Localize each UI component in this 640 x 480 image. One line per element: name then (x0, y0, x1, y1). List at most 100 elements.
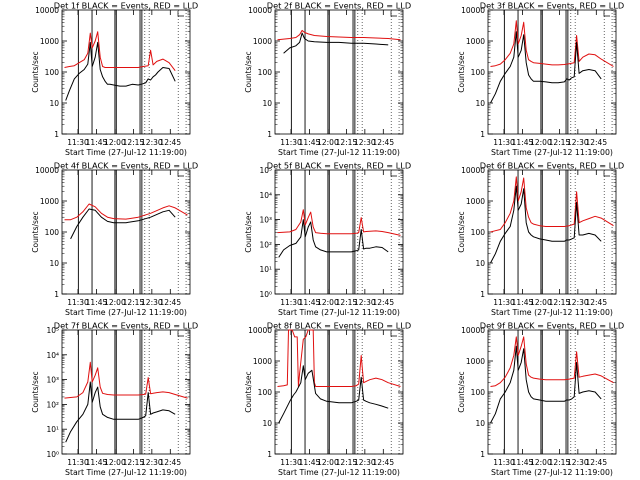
y-tick-label: 10000 (248, 6, 272, 15)
lld-series-line (64, 31, 176, 72)
y-tick-label: 10 (49, 259, 59, 268)
x-tick-label: 11:45 (299, 458, 321, 467)
y-tick-label: 100 (258, 388, 273, 397)
x-tick-label: 11:30 (280, 138, 302, 147)
corner-bracket (603, 171, 610, 177)
chart-panel-7: Det 7f BLACK = Events, RED = LLD 10⁰ 10¹ 10… (31, 321, 198, 478)
x-tick-label: 11:30 (67, 458, 89, 467)
x-tick-label: 12:00 (530, 298, 552, 307)
chart-title: Det 8f BLACK = Events, RED = LLD (267, 321, 411, 331)
y-tick-label: 10000 (461, 6, 485, 15)
events-series-line (278, 365, 389, 424)
x-tick-label: 12:15 (549, 138, 571, 147)
x-tick-label: 12:45 (159, 138, 181, 147)
x-tick-label: 12:00 (317, 458, 339, 467)
y-tick-label: 10 (262, 99, 272, 108)
x-tick-label: 12:30 (567, 138, 589, 147)
x-tick-label: 12:00 (530, 138, 552, 147)
corner-bracket (177, 171, 184, 177)
y-axis-label: Counts/sec (31, 211, 40, 252)
chart-panel-6: Det 6f BLACK = Events, RED = LLD 1 10 100 10… (457, 161, 624, 318)
y-axis-label: Counts/sec (31, 51, 40, 92)
plot-frame (274, 9, 404, 135)
x-tick-label: 12:45 (585, 298, 607, 307)
y-tick-label: 10⁵ (46, 326, 59, 335)
y-axis-label: Counts/sec (457, 211, 466, 252)
y-tick-label: 10³ (259, 216, 272, 225)
x-axis-label: Start Time (27-Jul-12 11:19:00) (491, 148, 613, 157)
x-tick-label: 11:30 (280, 298, 302, 307)
lld-series-line (64, 361, 188, 399)
x-tick-label: 12:45 (159, 298, 181, 307)
x-tick-label: 12:30 (567, 458, 589, 467)
chart-title: Det 7f BLACK = Events, RED = LLD (54, 321, 198, 331)
x-tick-label: 11:45 (299, 138, 321, 147)
y-axis-label: Counts/sec (457, 51, 466, 92)
x-tick-label: 12:00 (530, 458, 552, 467)
chart-panel-3: Det 3f BLACK = Events, RED = LLD 1 10 100 10… (457, 1, 624, 158)
y-tick-label: 100 (471, 228, 486, 237)
chart-panel-8: Det 8f BLACK = Events, RED = LLD 1 10 100 10… (244, 321, 411, 478)
chart-title: Det 5f BLACK = Events, RED = LLD (267, 161, 411, 171)
y-tick-label: 10⁴ (46, 351, 59, 360)
x-axis-label: Start Time (27-Jul-12 11:19:00) (278, 468, 400, 477)
chart-panel-5: Det 5f BLACK = Events, RED = LLD 10⁰ 10¹ 10… (244, 161, 411, 318)
y-tick-label: 10⁰ (46, 450, 59, 459)
x-tick-label: 12:45 (585, 458, 607, 467)
x-tick-label: 12:15 (123, 458, 145, 467)
chart-title: Det 3f BLACK = Events, RED = LLD (480, 1, 624, 11)
x-tick-label: 11:30 (493, 458, 515, 467)
x-tick-label: 12:30 (354, 138, 376, 147)
y-tick-label: 10⁴ (259, 191, 272, 200)
y-tick-label: 10 (475, 259, 485, 268)
y-axis-label: Counts/sec (31, 371, 40, 412)
chart-title: Det 1f BLACK = Events, RED = LLD (54, 1, 198, 11)
x-tick-label: 12:00 (104, 138, 126, 147)
chart-panel-1: Det 1f BLACK = Events, RED = LLD 1 10 100 10… (31, 1, 198, 158)
x-tick-label: 11:45 (512, 298, 534, 307)
y-tick-label: 10² (46, 400, 59, 409)
y-tick-label: 1000 (40, 37, 59, 46)
x-tick-label: 12:45 (372, 298, 394, 307)
x-axis-label: Start Time (27-Jul-12 11:19:00) (278, 148, 400, 157)
x-axis-label: Start Time (27-Jul-12 11:19:00) (491, 468, 613, 477)
y-tick-label: 100 (258, 68, 273, 77)
corner-bracket (177, 331, 184, 337)
x-tick-label: 12:15 (549, 458, 571, 467)
y-tick-label: 10000 (35, 6, 59, 15)
plot-frame (274, 329, 404, 455)
x-tick-label: 11:30 (493, 298, 515, 307)
x-tick-label: 11:30 (67, 298, 89, 307)
y-tick-label: 1000 (253, 357, 272, 366)
x-tick-label: 12:15 (123, 298, 145, 307)
x-tick-label: 11:30 (493, 138, 515, 147)
y-tick-label: 1 (267, 130, 272, 139)
y-tick-label: 10² (259, 240, 272, 249)
plot-frame (61, 329, 191, 455)
y-tick-label: 1000 (253, 37, 272, 46)
y-tick-label: 1000 (466, 357, 485, 366)
x-tick-label: 11:30 (280, 458, 302, 467)
corner-bracket (603, 331, 610, 337)
y-tick-label: 1000 (466, 197, 485, 206)
plot-frame (487, 329, 617, 455)
chart-title: Det 4f BLACK = Events, RED = LLD (54, 161, 198, 171)
lld-series-line (277, 29, 401, 41)
chart-title: Det 2f BLACK = Events, RED = LLD (267, 1, 411, 11)
x-tick-label: 11:45 (512, 458, 534, 467)
y-tick-label: 10000 (461, 166, 485, 175)
y-tick-label: 100 (471, 388, 486, 397)
events-series-line (283, 32, 389, 54)
corner-bracket (603, 11, 610, 17)
y-tick-label: 1000 (40, 197, 59, 206)
x-tick-label: 12:30 (141, 298, 163, 307)
y-tick-label: 100 (45, 68, 60, 77)
x-axis-label: Start Time (27-Jul-12 11:19:00) (65, 468, 187, 477)
plot-frame (487, 169, 617, 295)
chart-panel-2: Det 2f BLACK = Events, RED = LLD 1 10 100 10… (244, 1, 411, 158)
events-series-line (278, 219, 389, 258)
x-tick-label: 12:30 (141, 458, 163, 467)
y-axis-label: Counts/sec (457, 371, 466, 412)
corner-bracket (390, 11, 397, 17)
